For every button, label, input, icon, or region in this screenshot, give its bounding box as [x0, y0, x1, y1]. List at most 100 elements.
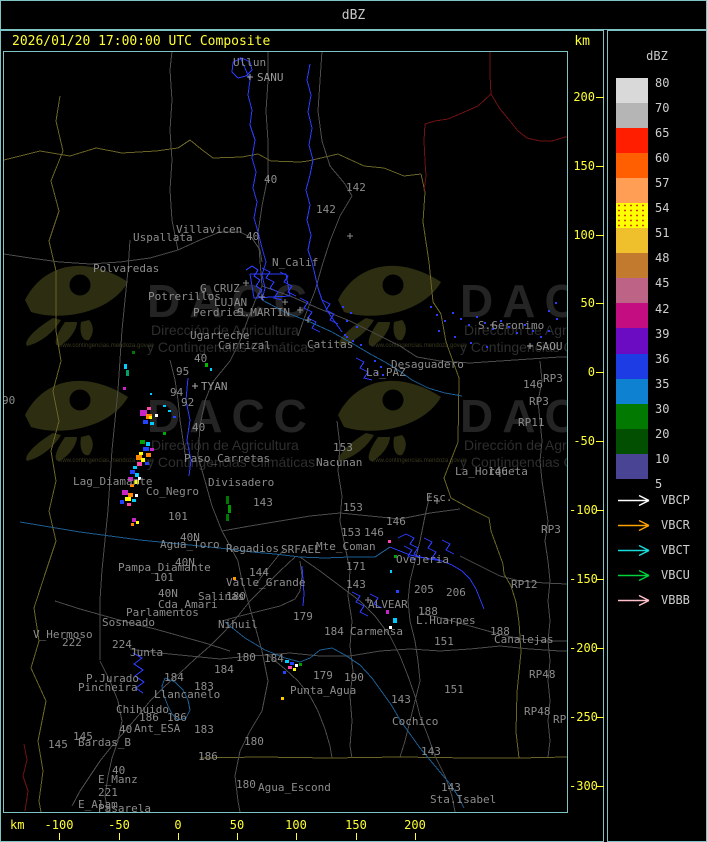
svg-text:La_Horqueta: La_Horqueta — [455, 465, 528, 478]
radar-echo-cell — [143, 447, 149, 451]
radar-echo-cell — [150, 422, 154, 425]
svg-text:Agua_Escond: Agua_Escond — [258, 781, 331, 794]
svg-text:www.contingencias.mendoza.gov.: www.contingencias.mendoza.gov.ar — [370, 343, 466, 349]
vector-legend-row: VBBB — [616, 593, 690, 607]
svg-text:184: 184 — [264, 652, 284, 665]
colorbar-label: 42 — [655, 301, 670, 316]
vector-legend-label: VBBB — [661, 593, 690, 607]
right-axis-tick-label: 0 — [587, 365, 595, 379]
colorbar-label: 51 — [655, 226, 670, 241]
radar-echo-cell — [150, 448, 154, 451]
svg-text:Nacunan: Nacunan — [316, 456, 362, 469]
svg-text:P.Jurado: P.Jurado — [86, 672, 139, 685]
radar-echo-cell — [388, 540, 391, 543]
svg-text:184: 184 — [214, 663, 234, 676]
colorbar-segment — [616, 278, 648, 304]
svg-text:ALVEAR: ALVEAR — [368, 598, 408, 611]
svg-text:94: 94 — [170, 386, 184, 399]
bottom-axis-tick — [356, 833, 357, 840]
colorbar-label: 70 — [655, 101, 670, 116]
bottom-axis-unit: km — [10, 818, 25, 832]
svg-text:101: 101 — [154, 571, 174, 584]
bottom-axis-tick-label: -50 — [108, 818, 130, 832]
right-axis-tick — [596, 441, 604, 442]
svg-text:145: 145 — [73, 730, 93, 743]
svg-text:186: 186 — [139, 711, 159, 724]
radar-echo-cell — [132, 351, 135, 354]
right-axis-tick — [596, 786, 604, 787]
bottom-axis-tick-label: 50 — [229, 818, 245, 832]
svg-text:Carmensa: Carmensa — [350, 625, 403, 638]
svg-text:Sosneado: Sosneado — [102, 616, 155, 629]
radar-echo-cell — [123, 387, 126, 390]
svg-text:171: 171 — [346, 560, 366, 573]
svg-text:143: 143 — [391, 693, 411, 706]
svg-text:143: 143 — [441, 781, 461, 794]
svg-text:RP48: RP48 — [529, 668, 556, 681]
svg-text:www.contingencias.mendoza.gov.: www.contingencias.mendoza.gov.ar — [370, 458, 466, 464]
svg-text:95: 95 — [176, 365, 189, 378]
colorbar-segment — [616, 303, 648, 329]
radar-echo-cell — [134, 480, 139, 484]
svg-text:Carrizal: Carrizal — [218, 339, 271, 352]
svg-text:183: 183 — [194, 680, 214, 693]
svg-text:Co_Negro: Co_Negro — [146, 485, 199, 498]
svg-text:221: 221 — [98, 786, 118, 799]
radar-echo-cell — [205, 363, 208, 367]
bottom-axis-tick — [178, 833, 179, 840]
bottom-axis: km -100 -50 0 50 100 150 200 — [0, 814, 604, 840]
legend-sidebar: dBZ VBCP VBCR VBCT VBCU VBBB 80 70 65 60 57 5… — [607, 30, 707, 842]
right-axis-tick — [596, 648, 604, 649]
svg-text:RP3: RP3 — [529, 395, 549, 408]
vector-legend-row: VBCR — [616, 518, 690, 532]
svg-text:143: 143 — [346, 578, 366, 591]
svg-text:180: 180 — [236, 778, 256, 791]
km-unit-label: km — [574, 34, 590, 49]
svg-text:L.Huarpes: L.Huarpes — [416, 614, 476, 627]
bottom-axis-tick-label: 100 — [285, 818, 307, 832]
svg-text:TYAN: TYAN — [201, 380, 228, 393]
svg-text:153: 153 — [341, 526, 361, 539]
radar-echo-cell — [136, 521, 139, 524]
svg-text:40N: 40N — [158, 587, 178, 600]
radar-site-marker — [192, 383, 198, 389]
colorbar-label: 54 — [655, 201, 670, 216]
right-axis-tick — [596, 303, 604, 304]
right-axis-tick — [596, 510, 604, 511]
svg-text:E_Manz: E_Manz — [98, 773, 138, 786]
svg-text:40: 40 — [112, 764, 125, 777]
svg-text:Divisadero: Divisadero — [208, 476, 274, 489]
svg-text:Cochico: Cochico — [392, 715, 438, 728]
colorbar-segment — [616, 403, 648, 429]
radar-echo-cell — [124, 364, 127, 369]
svg-text:Pincheira: Pincheira — [78, 681, 138, 694]
svg-text:180: 180 — [226, 590, 246, 603]
svg-text:DACC: DACC — [147, 275, 316, 327]
colorbar-segment — [616, 328, 648, 354]
svg-text:SRFAEL: SRFAEL — [281, 543, 321, 556]
right-axis-tick — [596, 97, 604, 98]
radar-echo-cell — [128, 493, 133, 497]
svg-text:Catitas: Catitas — [307, 338, 353, 351]
colorbar-label: 39 — [655, 326, 670, 341]
radar-echo-cell — [228, 505, 231, 513]
svg-text:Chihuido: Chihuido — [116, 703, 169, 716]
colorbar-segment — [616, 253, 648, 279]
bottom-axis-tick-label: 0 — [174, 818, 182, 832]
svg-text:y Contingencias Climáticas: y Contingencias Climáticas — [460, 339, 568, 355]
svg-text:146: 146 — [364, 526, 384, 539]
radar-echo-cell — [168, 410, 171, 412]
svg-text:Pasarela: Pasarela — [98, 802, 151, 813]
colorbar-label: 57 — [655, 176, 670, 191]
dbz-colorbar — [616, 78, 648, 479]
radar-echo-cell — [146, 453, 151, 457]
svg-text:Paso_Carretas: Paso_Carretas — [184, 452, 270, 465]
svg-text:143: 143 — [253, 496, 273, 509]
colorbar-label: 30 — [655, 401, 670, 416]
svg-text:Ovejeria: Ovejeria — [396, 553, 449, 566]
svg-text:183: 183 — [194, 723, 214, 736]
svg-text:Villavicen: Villavicen — [176, 223, 242, 236]
svg-text:RP3: RP3 — [541, 523, 561, 536]
svg-text:224: 224 — [112, 638, 132, 651]
